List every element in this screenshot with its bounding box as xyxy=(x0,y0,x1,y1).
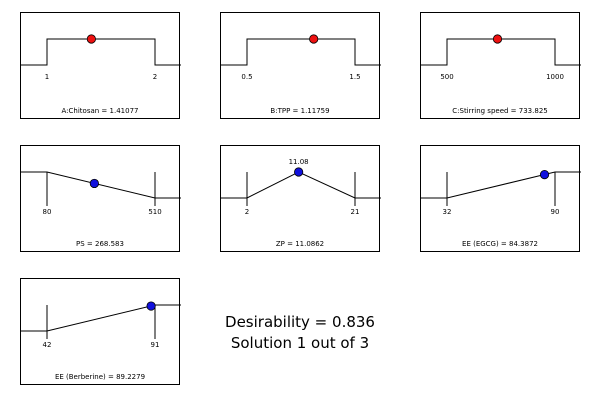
current-value-marker xyxy=(146,301,156,311)
ramp-panel: 32 90 EE (EGCG) = 84.3872 xyxy=(420,145,581,252)
ramp-panel: 1 2 A:Chitosan = 1.41077 xyxy=(20,12,181,119)
current-value-marker xyxy=(492,34,503,44)
low-tick-label: 1 xyxy=(45,73,49,81)
summary-text: Desirability = 0.836 Solution 1 out of 3 xyxy=(200,312,400,354)
desirability-curve xyxy=(421,171,581,199)
panel-title: EE (EGCG) = 84.3872 xyxy=(462,240,538,248)
panel-title: C:Stirring speed = 733.825 xyxy=(452,107,548,115)
panel-title: EE (Berberine) = 89.2279 xyxy=(54,373,146,381)
current-value-marker xyxy=(89,178,99,189)
current-value-marker xyxy=(309,34,319,44)
low-tick-label: 42 xyxy=(43,341,52,349)
ramp-plot: 80 510 xyxy=(21,171,181,216)
current-value-marker xyxy=(539,170,550,180)
low-tick-label: 80 xyxy=(43,208,52,216)
low-tick-label: 2 xyxy=(245,208,249,216)
target-label: 11.08 xyxy=(289,158,309,166)
desirability-curve xyxy=(221,38,381,66)
desirability-curve xyxy=(21,304,181,332)
ramp-plot: 32 90 xyxy=(421,170,581,216)
desirability-curve xyxy=(21,38,181,66)
ramp-panel: 0.5 1.5 B:TPP = 1.11759 xyxy=(220,12,381,119)
ramp-panel: 500 1000 C:Stirring speed = 733.825 xyxy=(420,12,581,119)
low-tick-label: 500 xyxy=(440,73,453,81)
high-tick-label: 510 xyxy=(148,208,161,216)
low-tick-label: 0.5 xyxy=(241,73,252,81)
panel-title: A:Chitosan = 1.41077 xyxy=(61,107,139,115)
high-tick-label: 21 xyxy=(351,208,360,216)
high-tick-label: 90 xyxy=(551,208,560,216)
solution-count: Solution 1 out of 3 xyxy=(230,334,370,352)
desirability-curve xyxy=(421,38,581,66)
ramp-panel: 2 21 11.08 ZP = 11.0862 xyxy=(220,145,381,252)
desirability-curve xyxy=(21,171,181,199)
low-tick-label: 32 xyxy=(443,208,452,216)
ramp-panel: 80 510 PS = 268.583 xyxy=(20,145,181,252)
high-tick-label: 1000 xyxy=(546,73,564,81)
current-value-marker xyxy=(294,167,304,177)
panel-title: B:TPP = 1.11759 xyxy=(270,107,330,115)
ramp-plot: 2 21 11.08 xyxy=(221,158,381,216)
ramp-panel: 42 91 EE (Berberine) = 89.2279 xyxy=(20,278,181,385)
ramp-plot: 500 1000 xyxy=(421,34,581,81)
ramp-plot: 0.5 1.5 xyxy=(221,34,381,81)
current-value-marker xyxy=(86,34,96,44)
ramp-plot: 42 91 xyxy=(21,301,181,349)
desirability-value: Desirability = 0.836 xyxy=(225,313,375,331)
panel-title: PS = 268.583 xyxy=(76,240,124,248)
high-tick-label: 1.5 xyxy=(349,73,360,81)
high-tick-label: 91 xyxy=(151,341,160,349)
high-tick-label: 2 xyxy=(153,73,157,81)
panel-title: ZP = 11.0862 xyxy=(275,240,325,248)
